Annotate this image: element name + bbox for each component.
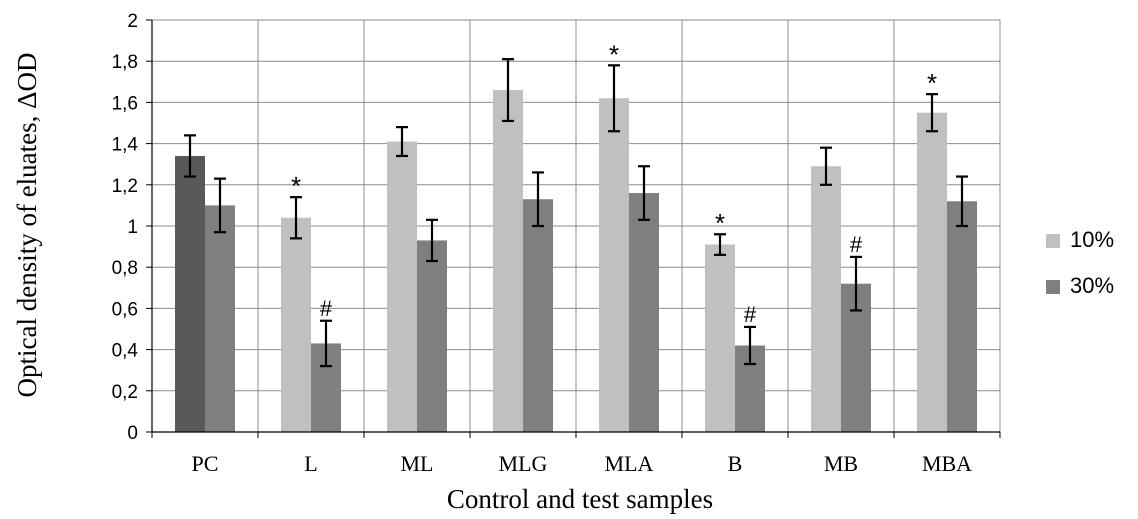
x-tick-labels: PC L ML MLG MLA B MB MBA — [192, 451, 973, 476]
x-tick-label: B — [728, 451, 743, 476]
y-tick-label: 0,4 — [112, 341, 139, 362]
bar-10%-PC — [175, 155, 205, 432]
legend-label: 10% — [1070, 227, 1114, 252]
bar-10%-L — [281, 217, 311, 432]
significance-star: * — [291, 171, 301, 201]
gridlines — [152, 19, 1001, 432]
bar-10%-ML — [387, 141, 417, 433]
x-tick-label: MBA — [922, 451, 972, 476]
significance-star: * — [609, 39, 619, 69]
x-tick-label: ML — [401, 451, 434, 476]
y-tick-label: 1 — [127, 217, 138, 238]
significance-star: * — [927, 68, 937, 98]
bars-group — [175, 90, 977, 433]
bar-10%-MLG — [493, 90, 523, 432]
legend: 10% 30% — [1046, 227, 1114, 298]
bar-30%-ML — [417, 240, 447, 432]
y-tick-label: 0,2 — [112, 382, 138, 403]
y-tick-label: 1,4 — [112, 135, 139, 156]
x-tick-label: L — [304, 451, 317, 476]
bar-10%-MB — [811, 166, 841, 432]
axes — [146, 19, 1001, 438]
legend-label: 30% — [1070, 273, 1114, 298]
bar-10%-MLA — [599, 98, 629, 432]
bar-30%-MBA — [947, 201, 977, 432]
significance-hash: # — [744, 302, 757, 327]
error-bars-group — [184, 58, 968, 368]
annotations-group: * # * * # # * — [291, 39, 937, 327]
bar-10%-B — [705, 244, 735, 432]
y-tick-label: 0 — [127, 423, 138, 444]
y-tick-labels: 0 0,2 0,4 0,6 0,8 1 1,2 1,4 1,6 1,8 2 — [112, 11, 139, 444]
y-tick-label: 1,2 — [112, 176, 138, 197]
bar-30%-PC — [205, 205, 235, 432]
x-tick-label: PC — [192, 451, 219, 476]
significance-hash: # — [850, 232, 863, 257]
legend-swatch-10% — [1046, 234, 1060, 248]
y-tick-label: 0,6 — [112, 299, 138, 320]
x-axis-title: Control and test samples — [447, 484, 713, 514]
x-tick-label: MLG — [499, 451, 548, 476]
bar-10%-MBA — [917, 112, 947, 432]
y-tick-label: 2 — [127, 11, 138, 32]
bar-30%-MLA — [629, 193, 659, 432]
y-tick-label: 1,6 — [112, 93, 138, 114]
legend-swatch-30% — [1046, 280, 1060, 294]
significance-star: * — [715, 208, 725, 238]
x-tick-label: MLA — [605, 451, 654, 476]
y-tick-label: 1,8 — [112, 52, 138, 73]
y-tick-label: 0,8 — [112, 258, 138, 279]
bar-30%-MLG — [523, 199, 553, 432]
x-tick-label: MB — [824, 451, 858, 476]
significance-hash: # — [320, 296, 333, 321]
y-axis-title: Optical density of eluates, ΔOD — [12, 52, 42, 397]
